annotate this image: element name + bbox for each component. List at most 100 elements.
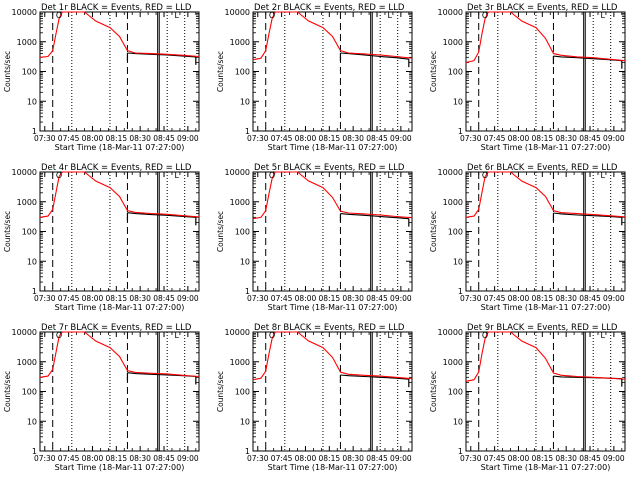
y-tick-label: 1 xyxy=(245,127,250,136)
x-tick-label: 07:45 xyxy=(58,294,80,303)
y-tick-label: 1000 xyxy=(443,358,463,367)
x-tick-label: 08:45 xyxy=(579,294,601,303)
x-axis-label: Start Time (18-Mar-11 07:27:00) xyxy=(481,143,611,152)
series-line-black xyxy=(340,213,409,220)
series-line-red xyxy=(465,331,626,382)
flag-badge: O xyxy=(482,171,488,180)
flag-badge: O xyxy=(482,331,488,340)
x-tick-label: 08:45 xyxy=(153,294,175,303)
x-tick-label: 07:45 xyxy=(484,294,506,303)
x-axis-label: Start Time (18-Mar-11 07:27:00) xyxy=(55,463,185,472)
chart-title: Det 6r BLACK = Events, RED = LLD xyxy=(467,163,618,173)
y-axis-label: Counts/sec xyxy=(216,211,225,252)
y-tick-label: 100 xyxy=(22,388,37,397)
x-tick-label: 07:30 xyxy=(247,134,269,143)
series-line-red xyxy=(39,171,200,218)
flag-badge: L xyxy=(175,331,180,340)
y-tick-label: 10 xyxy=(240,257,250,266)
x-tick-label: 07:45 xyxy=(484,454,506,463)
plot-frame xyxy=(39,171,200,292)
y-tick-label: 10000 xyxy=(438,8,463,17)
x-tick-label: 09:00 xyxy=(390,454,412,463)
flag-badge: L xyxy=(175,171,180,180)
chart-panel-9: Det 9r BLACK = Events, RED = LLD 1 10 100 10… xyxy=(429,323,626,472)
x-tick-label: 09:00 xyxy=(603,294,625,303)
y-tick-label: 100 xyxy=(448,388,463,397)
y-tick-label: 1000 xyxy=(443,198,463,207)
flag-badge: L xyxy=(388,331,393,340)
y-tick-label: 1000 xyxy=(17,358,37,367)
x-tick-label: 09:00 xyxy=(603,454,625,463)
x-axis-label: Start Time (18-Mar-11 07:27:00) xyxy=(55,303,185,312)
y-tick-label: 1 xyxy=(32,447,37,456)
series-line-red xyxy=(252,11,413,61)
y-tick-label: 100 xyxy=(22,68,37,77)
x-tick-label: 08:45 xyxy=(153,134,175,143)
flag-badge: O xyxy=(56,331,62,340)
x-tick-label: 08:00 xyxy=(295,294,317,303)
series-line-red xyxy=(252,171,413,220)
flag-badge: L xyxy=(175,11,180,20)
y-tick-label: 100 xyxy=(22,228,37,237)
series-line-black xyxy=(553,212,622,218)
y-axis-label: Counts/sec xyxy=(429,211,438,252)
y-axis-label: Counts/sec xyxy=(429,51,438,92)
x-tick-label: 08:30 xyxy=(129,134,151,143)
x-tick-label: 08:45 xyxy=(153,454,175,463)
chart-panel-6: Det 6r BLACK = Events, RED = LLD 1 10 100 10… xyxy=(429,163,626,312)
y-tick-label: 1 xyxy=(32,287,37,296)
chart-title: Det 7r BLACK = Events, RED = LLD xyxy=(41,323,192,333)
y-axis-label: Counts/sec xyxy=(216,51,225,92)
flag-badge: L xyxy=(601,331,606,340)
x-axis-label: Start Time (18-Mar-11 07:27:00) xyxy=(268,143,398,152)
x-tick-label: 07:45 xyxy=(271,134,293,143)
y-tick-label: 100 xyxy=(235,228,250,237)
x-tick-label: 08:15 xyxy=(532,134,554,143)
x-tick-label: 08:00 xyxy=(508,134,530,143)
plot-frame xyxy=(39,11,200,132)
y-tick-label: 10000 xyxy=(225,8,250,17)
x-tick-label: 08:15 xyxy=(106,134,128,143)
flag-badge: O xyxy=(269,331,275,340)
y-axis-label: Counts/sec xyxy=(216,371,225,412)
x-tick-label: 08:30 xyxy=(555,294,577,303)
x-tick-label: 08:15 xyxy=(106,454,128,463)
series-line-black xyxy=(340,374,409,380)
x-axis-label: Start Time (18-Mar-11 07:27:00) xyxy=(268,303,398,312)
y-tick-label: 1 xyxy=(458,287,463,296)
x-tick-label: 08:15 xyxy=(532,454,554,463)
x-tick-label: 08:00 xyxy=(82,134,104,143)
y-tick-label: 10000 xyxy=(438,168,463,177)
chart-title: Det 4r BLACK = Events, RED = LLD xyxy=(41,163,192,173)
x-tick-label: 07:30 xyxy=(247,454,269,463)
x-tick-label: 09:00 xyxy=(177,454,199,463)
x-tick-label: 08:00 xyxy=(295,134,317,143)
chart-panel-1: Det 1r BLACK = Events, RED = LLD 1 10 100 10… xyxy=(3,3,200,152)
x-tick-label: 08:45 xyxy=(366,134,388,143)
x-tick-label: 08:30 xyxy=(555,134,577,143)
x-tick-label: 08:30 xyxy=(342,134,364,143)
x-tick-label: 07:30 xyxy=(247,294,269,303)
x-axis-label: Start Time (18-Mar-11 07:27:00) xyxy=(481,463,611,472)
series-line-red xyxy=(465,11,626,64)
x-tick-label: 08:30 xyxy=(342,294,364,303)
x-tick-label: 08:00 xyxy=(295,454,317,463)
x-tick-label: 08:15 xyxy=(319,134,341,143)
x-tick-label: 08:30 xyxy=(342,454,364,463)
chart-panel-3: Det 3r BLACK = Events, RED = LLD 1 10 100 10… xyxy=(429,3,626,152)
plot-frame xyxy=(252,11,413,132)
plot-frame xyxy=(465,331,626,452)
y-tick-label: 1000 xyxy=(230,358,250,367)
x-tick-label: 08:45 xyxy=(366,454,388,463)
y-tick-label: 1000 xyxy=(230,38,250,47)
x-tick-label: 08:00 xyxy=(82,294,104,303)
x-tick-label: 08:15 xyxy=(106,294,128,303)
x-tick-label: 07:30 xyxy=(460,134,482,143)
y-tick-label: 10 xyxy=(27,417,37,426)
y-axis-label: Counts/sec xyxy=(429,371,438,412)
series-line-black xyxy=(340,52,409,60)
y-axis-label: Counts/sec xyxy=(3,211,12,252)
y-tick-label: 10000 xyxy=(225,328,250,337)
x-tick-label: 08:15 xyxy=(319,454,341,463)
y-tick-label: 10 xyxy=(27,257,37,266)
